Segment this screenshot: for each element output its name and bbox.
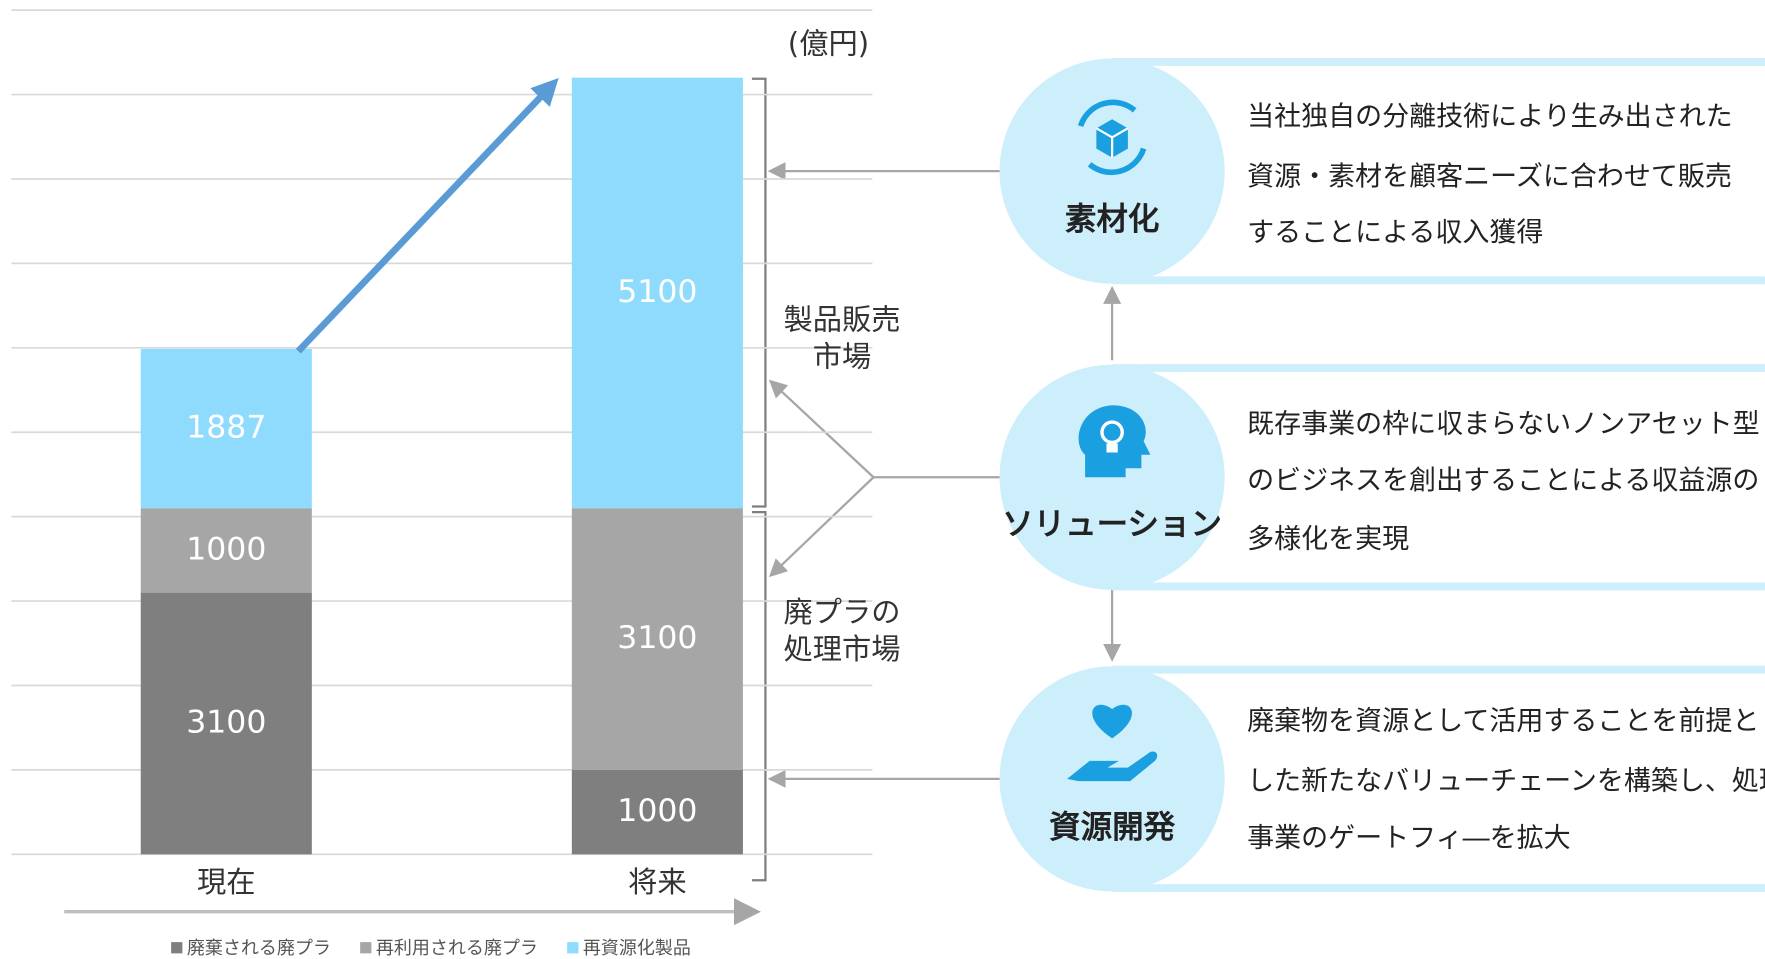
bracket: [751, 511, 767, 882]
pillar-label: ソリューション: [1002, 507, 1222, 543]
x-tick-label: 将来: [628, 865, 687, 899]
pillar-text: 資源・素材を顧客ニーズに合わせて販売: [1247, 161, 1732, 192]
growth-arrow: [295, 78, 559, 354]
bar-segment: [571, 769, 743, 855]
pillar-text: 事業のゲートフィ―を拡大: [1247, 823, 1570, 854]
data-label: 5100: [617, 274, 697, 310]
diagram: [64, 77, 1122, 926]
legend-label: 廃棄される廃プラ: [187, 938, 331, 959]
connector: [768, 379, 875, 479]
pillar-text: 既存事業の枠に収まらないノンアセット型: [1247, 409, 1759, 440]
pillar-text: することによる収入獲得: [1247, 218, 1543, 249]
bar-segment: [140, 348, 312, 509]
market-label: 廃プラの: [783, 595, 900, 629]
bar-segment: [571, 77, 743, 509]
market-label: 市場: [813, 339, 872, 373]
data-label: 3100: [617, 620, 697, 656]
pillar-text: 当社独自の分離技術により生み出された: [1247, 102, 1732, 133]
market-label: 処理市場: [783, 632, 900, 666]
bar-segment: [140, 592, 312, 855]
bar-segment: [571, 508, 743, 770]
legend-swatch: [567, 942, 579, 954]
legend-label: 再資源化製品: [583, 938, 691, 959]
pillar-text: のビジネスを創出することによる収益源の: [1247, 465, 1759, 496]
legend-swatch: [171, 942, 183, 954]
market-label: 製品販売: [783, 302, 900, 336]
pillar-text: 多様化を実現: [1247, 524, 1409, 555]
pillar-icon: [1077, 99, 1147, 176]
pillar-text: した新たなバリューチェーンを構築し、処理: [1247, 766, 1765, 797]
connector: [768, 476, 875, 578]
data-label: 1000: [617, 793, 697, 829]
data-label: 1000: [186, 531, 266, 567]
pillar-label: 素材化: [1065, 202, 1160, 238]
bracket: [751, 77, 767, 508]
pillar-text: 廃棄物を資源として活用することを前提と: [1247, 706, 1759, 737]
pillar-icon: [1078, 405, 1151, 478]
pillar-icon: [1067, 704, 1158, 782]
bar-segment: [140, 508, 312, 593]
legend-swatch: [360, 942, 372, 954]
data-label: 1887: [186, 410, 266, 446]
x-tick-label: 現在: [197, 865, 256, 899]
legend-label: 再利用される廃プラ: [376, 938, 538, 959]
pillar-label: 資源開発: [1049, 809, 1176, 845]
unit-label: (億円): [788, 27, 869, 61]
data-label: 3100: [186, 704, 266, 740]
